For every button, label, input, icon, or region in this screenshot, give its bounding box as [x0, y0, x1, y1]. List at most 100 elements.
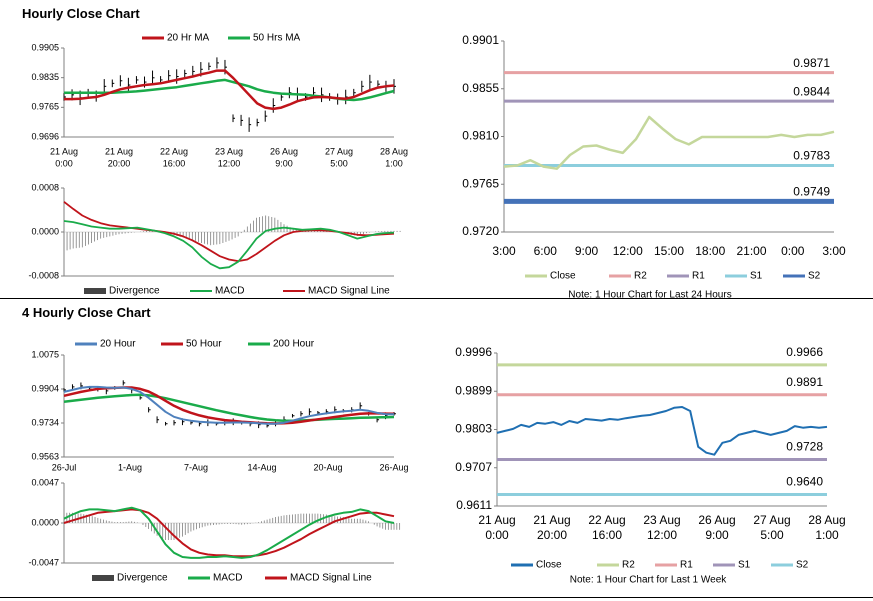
- hourly-legend-ma50-label: 50 Hrs MA: [253, 33, 301, 44]
- hourly-price-xtick-date: 27 Aug: [325, 146, 353, 156]
- four-hourly-levels-ytick-label: 0.9803: [455, 422, 492, 436]
- four-hourly-price-xtick: 26-Aug: [379, 462, 408, 472]
- hourly-levels-legend-s2-label: S2: [808, 271, 821, 282]
- four-hourly-levels-ytick-label: 0.9707: [455, 460, 492, 474]
- hourly-level-s1-label: 0.9783: [793, 149, 830, 163]
- four-hourly-price-ytick-label: 1.0075: [31, 349, 59, 359]
- hourly-levels-legend-s1-label: S1: [750, 271, 763, 282]
- hourly-levels-ytick-label: 0.9810: [462, 129, 499, 143]
- four-hourly-levels-xtick-date: 21 Aug: [533, 513, 570, 527]
- four-hourly-levels-legend-r1-label: R1: [680, 560, 693, 571]
- four-hourly-macd-legend-macd-label: MACD: [213, 573, 242, 584]
- hourly-levels-note: Note: 1 Hour Chart for Last 24 Hours: [568, 290, 731, 301]
- hourly-price-xtick-date: 21 Aug: [105, 146, 133, 156]
- four-hourly-macd-legend-signal-label: MACD Signal Line: [290, 573, 372, 584]
- four-hourly-levels-xtick-time: 1:00: [815, 528, 839, 542]
- four-hourly-macd-legend-divergence-swatch: [92, 575, 114, 581]
- four-hourly-close-line: [496, 406, 828, 456]
- hourly-macd-signal-line: [63, 201, 395, 263]
- hourly-macd-legend-macd-label: MACD: [215, 286, 244, 297]
- four-hourly-levels-xtick-date: 23 Aug: [643, 513, 680, 527]
- hourly-price-xtick-time: 1:00: [385, 158, 403, 168]
- four-hourly-levels-xtick-time: 5:00: [760, 528, 784, 542]
- hourly-legend-ma20-label: 20 Hr MA: [167, 33, 210, 44]
- hourly-price-xtick-date: 21 Aug: [50, 146, 78, 156]
- four-hourly-macd-ytick-label: -0.0047: [28, 557, 59, 567]
- four-hourly-levels-xtick-time: 9:00: [705, 528, 729, 542]
- hourly-price-ytick-label: 0.9765: [31, 102, 59, 112]
- hourly-price-ytick-label: 0.9696: [31, 131, 59, 141]
- hourly-levels-xtick: 3:00: [492, 244, 516, 258]
- hourly-price-xtick-time: 16:00: [163, 158, 186, 168]
- hourly-macd-ytick-label: 0.0008: [31, 182, 59, 192]
- hourly-price-xtick-time: 5:00: [330, 158, 348, 168]
- hourly-ma20-line: [64, 69, 395, 111]
- hourly-price-xtick-date: 22 Aug: [160, 146, 188, 156]
- four-hourly-section-title: 4 Hourly Close Chart: [22, 305, 151, 320]
- four-hourly-macd-line: [63, 506, 395, 559]
- hourly-levels-xtick: 3:00: [822, 244, 846, 258]
- section-divider: [0, 298, 873, 299]
- four-hourly-level-s2-label: 0.9640: [786, 475, 823, 489]
- four-hourly-level-s1-label: 0.9728: [786, 440, 823, 454]
- hourly-levels-xtick: 18:00: [695, 244, 725, 258]
- hourly-price-ytick-label: 0.9905: [31, 42, 59, 52]
- hourly-price-xtick-time: 12:00: [218, 158, 241, 168]
- four-hourly-price-xtick: 1-Aug: [118, 462, 142, 472]
- four-hourly-levels-xtick-date: 21 Aug: [478, 513, 515, 527]
- hourly-levels-xtick: 0:00: [781, 244, 805, 258]
- hourly-macd-ytick-label: 0.0000: [31, 226, 59, 236]
- hourly-close-line: [503, 115, 835, 170]
- four-hourly-levels-ytick-label: 0.9611: [456, 498, 492, 512]
- four-hourly-ma200-line: [63, 393, 395, 422]
- hourly-macd-ytick-label: -0.0008: [28, 270, 59, 280]
- four-hourly-price-xtick: 20-Aug: [313, 462, 342, 472]
- four-hourly-price-xtick: 14-Aug: [247, 462, 276, 472]
- hourly-levels-legend-r1-label: R1: [692, 271, 705, 282]
- four-hourly-macd-ytick-label: 0.0047: [31, 477, 59, 487]
- hourly-levels-xtick: 12:00: [613, 244, 643, 258]
- hourly-price-ytick-label: 0.9835: [31, 72, 59, 82]
- four-hourly-levels-xtick-time: 16:00: [592, 528, 622, 542]
- hourly-levels-ytick-label: 0.9720: [462, 224, 499, 238]
- four-hourly-ma20-line: [63, 385, 394, 425]
- four-hourly-levels-xtick-date: 28 Aug: [808, 513, 845, 527]
- hourly-price-xtick-date: 26 Aug: [270, 146, 298, 156]
- four-hourly-level-r1-label: 0.9891: [786, 375, 823, 389]
- hourly-price-xtick-time: 0:00: [55, 158, 73, 168]
- four-hourly-levels-xtick-time: 0:00: [485, 528, 509, 542]
- four-hourly-price-ytick-label: 0.9734: [31, 417, 59, 427]
- four-hourly-levels-ytick-label: 0.9996: [455, 345, 492, 359]
- hourly-levels-ytick-label: 0.9855: [462, 81, 499, 95]
- four-hourly-levels-legend-s2-label: S2: [796, 560, 809, 571]
- four-hourly-levels-xtick-time: 12:00: [647, 528, 677, 542]
- hourly-level-r2-label: 0.9871: [793, 56, 830, 70]
- hourly-levels-xtick: 9:00: [575, 244, 599, 258]
- hourly-levels-xtick: 15:00: [654, 244, 684, 258]
- four-hourly-levels-ytick-label: 0.9899: [455, 383, 492, 397]
- hourly-price-xtick-date: 28 Aug: [380, 146, 408, 156]
- hourly-section-title: Hourly Close Chart: [22, 6, 140, 21]
- hourly-price-xtick-time: 20:00: [108, 158, 131, 168]
- hourly-levels-xtick: 6:00: [534, 244, 558, 258]
- hourly-level-r1-label: 0.9844: [793, 84, 830, 98]
- four-hourly-price-xtick: 26-Jul: [52, 462, 77, 472]
- hourly-macd-legend-signal-label: MACD Signal Line: [308, 286, 390, 297]
- four-hourly-levels-xtick-date: 27 Aug: [753, 513, 790, 527]
- four-hourly-levels-xtick-date: 22 Aug: [588, 513, 625, 527]
- hourly-levels-legend-close-label: Close: [550, 271, 576, 282]
- four-hourly-macd-ytick-label: 0.0000: [31, 517, 59, 527]
- four-hourly-levels-legend-s1-label: S1: [738, 560, 751, 571]
- four-hourly-legend-200-label: 200 Hour: [273, 339, 315, 350]
- four-hourly-legend-20-label: 20 Hour: [100, 339, 136, 350]
- hourly-price-xtick-date: 23 Aug: [215, 146, 243, 156]
- hourly-levels-ytick-label: 0.9901: [462, 33, 499, 47]
- four-hourly-level-r2-label: 0.9966: [786, 345, 823, 359]
- hourly-level-s2-label: 0.9749: [793, 185, 830, 199]
- four-hourly-macd-legend-divergence-label: Divergence: [117, 573, 168, 584]
- four-hourly-price-ytick-label: 0.9904: [31, 383, 59, 393]
- four-hourly-price-ytick-label: 0.9563: [31, 451, 59, 461]
- four-hourly-price-xtick: 7-Aug: [184, 462, 208, 472]
- four-hourly-legend-50-label: 50 Hour: [186, 339, 222, 350]
- four-hourly-levels-xtick-time: 20:00: [537, 528, 567, 542]
